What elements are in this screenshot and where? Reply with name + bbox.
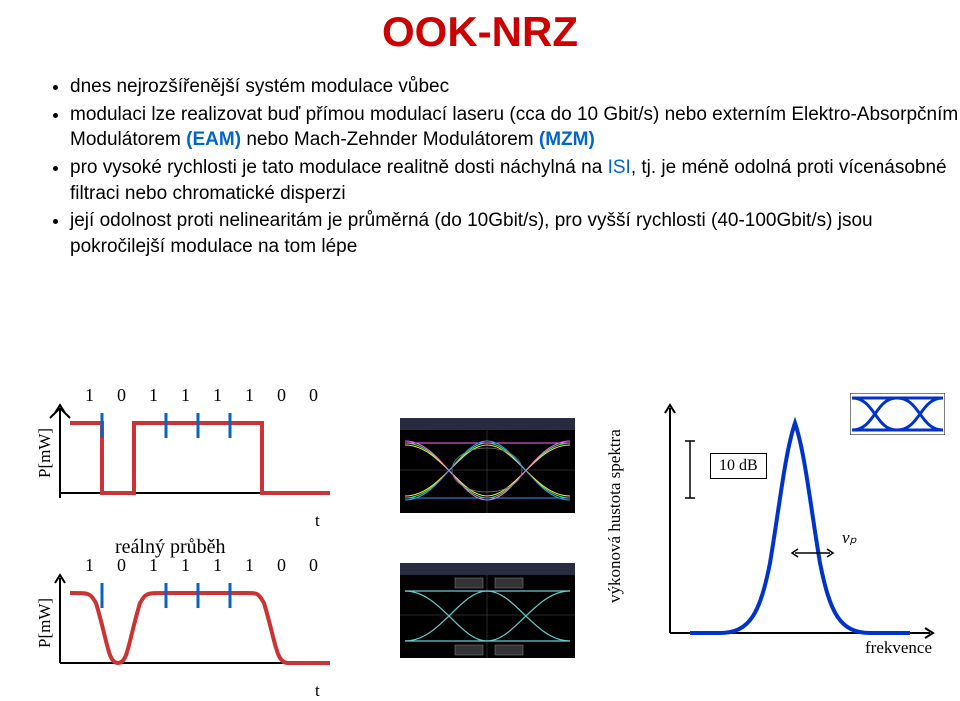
svg-text:P[mW]: P[mW] (35, 428, 54, 478)
spectrum-y-label: výkonová hustota spektra (605, 429, 625, 603)
svg-text:1: 1 (149, 385, 158, 405)
t-label-2: t (315, 681, 320, 701)
bullet-list: dnes nejrozšířenější systém modulace vůb… (30, 74, 960, 259)
svg-text:1: 1 (85, 555, 94, 575)
svg-text:0: 0 (309, 555, 318, 575)
svg-text:1: 1 (245, 555, 254, 575)
t-label-1: t (315, 511, 320, 531)
ideal-waveform: 1 0 1 1 1 1 0 0 P[mW] (30, 383, 360, 513)
svg-text:0: 0 (309, 385, 318, 405)
bullet-1: dnes nejrozšířenější systém modulace vůb… (70, 74, 960, 100)
svg-text:P[mW]: P[mW] (35, 598, 54, 648)
real-waveform: 1 0 1 1 1 1 0 0 P[mW] (30, 553, 360, 683)
bullet-4: její odolnost proti nelinearitám je prům… (70, 208, 960, 259)
svg-text:1: 1 (213, 555, 222, 575)
svg-text:0: 0 (117, 555, 126, 575)
spectrum-x-label: frekvence (865, 638, 932, 658)
svg-text:1: 1 (149, 555, 158, 575)
svg-text:1: 1 (85, 385, 94, 405)
svg-text:1: 1 (213, 385, 222, 405)
svg-text:1: 1 (245, 385, 254, 405)
svg-text:0: 0 (277, 385, 286, 405)
svg-text:0: 0 (117, 385, 126, 405)
svg-text:1: 1 (181, 385, 190, 405)
bullet-2: modulaci lze realizovat buď přímou modul… (70, 102, 960, 153)
svg-text:0: 0 (277, 555, 286, 575)
bullet-3: pro vysoké rychlosti je tato modulace re… (70, 155, 960, 206)
eye-diagram-bottom (400, 563, 575, 658)
svg-text:1: 1 (181, 555, 190, 575)
eye-diagram-top (400, 418, 575, 513)
page-title: OOK-NRZ (0, 8, 960, 56)
eye-inset (850, 393, 945, 435)
